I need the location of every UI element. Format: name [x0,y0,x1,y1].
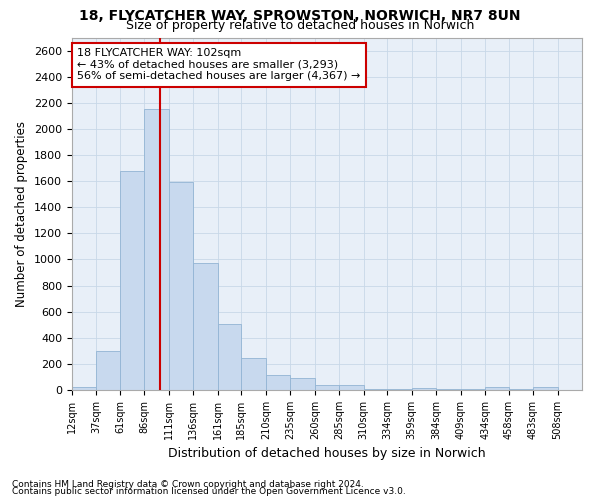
Bar [364,388,387,390]
Bar [97,351,120,390]
Bar [485,388,509,390]
Bar [72,388,97,390]
Bar [290,378,315,390]
Bar [145,110,169,390]
Bar [266,375,290,390]
Bar [218,324,241,390]
Text: 18, FLYCATCHER WAY, SPROWSTON, NORWICH, NR7 8UN: 18, FLYCATCHER WAY, SPROWSTON, NORWICH, … [79,9,521,23]
Text: 18 FLYCATCHER WAY: 102sqm
← 43% of detached houses are smaller (3,293)
56% of se: 18 FLYCATCHER WAY: 102sqm ← 43% of detac… [77,48,361,82]
Bar [169,182,193,390]
X-axis label: Distribution of detached houses by size in Norwich: Distribution of detached houses by size … [168,448,486,460]
Y-axis label: Number of detached properties: Number of detached properties [16,120,28,306]
Bar [315,385,339,390]
Bar [533,388,557,390]
Bar [412,388,436,390]
Bar [241,358,266,390]
Bar [120,170,145,390]
Bar [339,386,364,390]
Text: Size of property relative to detached houses in Norwich: Size of property relative to detached ho… [126,19,474,32]
Text: Contains HM Land Registry data © Crown copyright and database right 2024.: Contains HM Land Registry data © Crown c… [12,480,364,489]
Bar [193,264,218,390]
Text: Contains public sector information licensed under the Open Government Licence v3: Contains public sector information licen… [12,487,406,496]
